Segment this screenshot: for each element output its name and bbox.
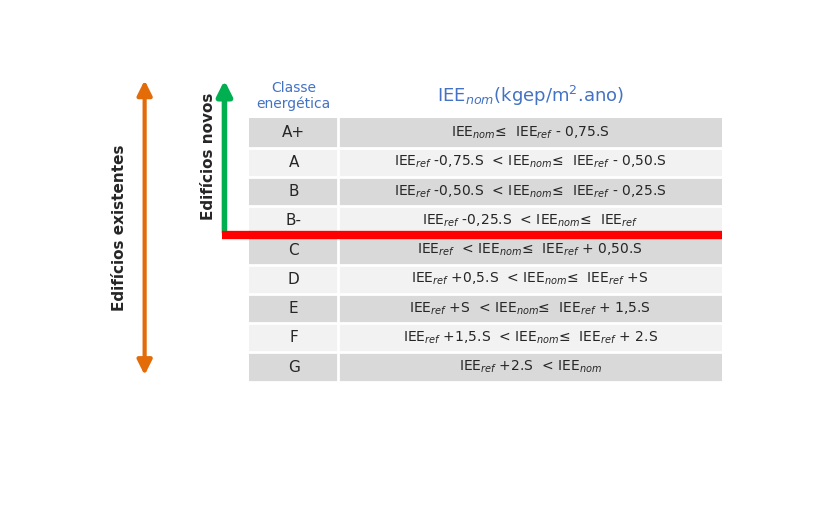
Bar xyxy=(339,265,722,294)
Text: Edifícios novos: Edifícios novos xyxy=(202,93,216,220)
Text: A: A xyxy=(289,155,299,170)
Text: IEE$_{ref}$  < IEE$_{nom}$≤  IEE$_{ref}$ + 0,50.S: IEE$_{ref}$ < IEE$_{nom}$≤ IEE$_{ref}$ +… xyxy=(417,242,643,258)
Bar xyxy=(249,206,339,235)
Bar xyxy=(339,206,722,235)
Bar xyxy=(249,294,339,323)
Text: IEE$_{ref}$ +1,5.S  < IEE$_{nom}$≤  IEE$_{ref}$ + 2.S: IEE$_{ref}$ +1,5.S < IEE$_{nom}$≤ IEE$_{… xyxy=(402,330,658,346)
Bar xyxy=(339,294,722,323)
Text: IEE$_{ref}$ -0,25.S  < IEE$_{nom}$≤  IEE$_{ref}$: IEE$_{ref}$ -0,25.S < IEE$_{nom}$≤ IEE$_… xyxy=(422,213,638,229)
Text: IEE$_{nom}$(kgep/m$^{2}$.ano): IEE$_{nom}$(kgep/m$^{2}$.ano) xyxy=(437,84,623,108)
Text: F: F xyxy=(290,330,298,345)
Text: IEE$_{ref}$ -0,75.S  < IEE$_{nom}$≤  IEE$_{ref}$ - 0,50.S: IEE$_{ref}$ -0,75.S < IEE$_{nom}$≤ IEE$_… xyxy=(394,154,667,171)
Bar xyxy=(339,235,722,265)
Bar xyxy=(249,352,339,382)
Bar xyxy=(249,147,339,177)
Bar xyxy=(339,118,722,147)
Text: Edifícios existentes: Edifícios existentes xyxy=(112,144,126,311)
Text: E: E xyxy=(289,301,299,316)
Text: IEE$_{ref}$ +2.S  < IEE$_{nom}$: IEE$_{ref}$ +2.S < IEE$_{nom}$ xyxy=(459,359,601,375)
Bar xyxy=(249,265,339,294)
Text: G: G xyxy=(288,360,299,375)
Bar xyxy=(249,235,339,265)
Text: IEE$_{ref}$ +S  < IEE$_{nom}$≤  IEE$_{ref}$ + 1,5.S: IEE$_{ref}$ +S < IEE$_{nom}$≤ IEE$_{ref}… xyxy=(410,300,651,317)
Text: IEE$_{ref}$ -0,50.S  < IEE$_{nom}$≤  IEE$_{ref}$ - 0,25.S: IEE$_{ref}$ -0,50.S < IEE$_{nom}$≤ IEE$_… xyxy=(394,183,667,199)
Bar xyxy=(249,323,339,352)
Text: C: C xyxy=(289,242,299,258)
Bar xyxy=(339,323,722,352)
Text: Classe
energética: Classe energética xyxy=(257,81,331,112)
Bar xyxy=(339,352,722,382)
Bar xyxy=(339,177,722,206)
Text: IEE$_{ref}$ +0,5.S  < IEE$_{nom}$≤  IEE$_{ref}$ +S: IEE$_{ref}$ +0,5.S < IEE$_{nom}$≤ IEE$_{… xyxy=(411,271,649,287)
Text: A+: A+ xyxy=(282,125,305,140)
Text: D: D xyxy=(288,272,299,287)
Bar xyxy=(249,177,339,206)
Bar xyxy=(339,147,722,177)
Text: IEE$_{nom}$≤  IEE$_{ref}$ - 0,75.S: IEE$_{nom}$≤ IEE$_{ref}$ - 0,75.S xyxy=(450,125,610,141)
Text: B: B xyxy=(289,184,299,199)
Text: B-: B- xyxy=(286,213,302,228)
Bar xyxy=(249,118,339,147)
